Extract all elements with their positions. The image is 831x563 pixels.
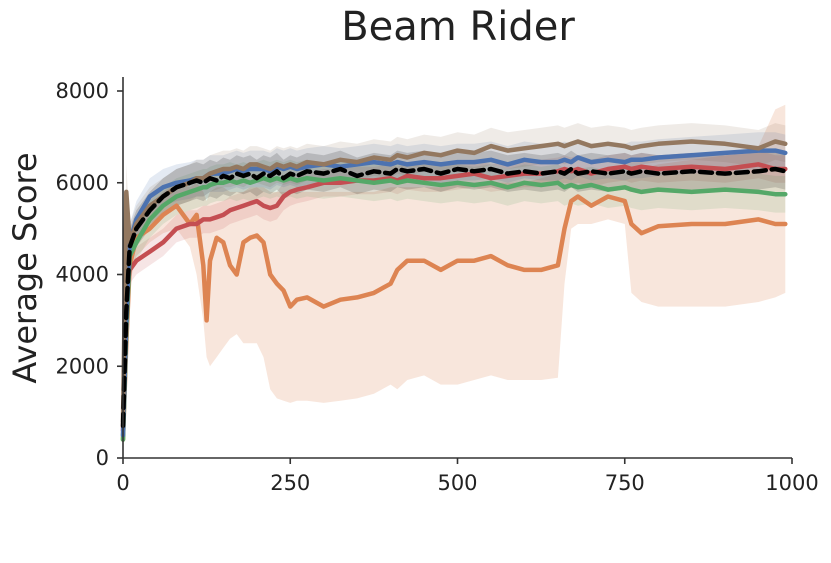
y-axis-ticks: 0 2000 4000 6000 8000 — [56, 79, 123, 470]
series-line-3 — [120, 175, 788, 442]
series-line-2 — [120, 162, 788, 433]
x-tick-label: 0 — [116, 471, 129, 495]
x-tick-label: 1000 — [765, 471, 818, 495]
series-line-1 — [120, 194, 788, 442]
x-tick-label: 250 — [270, 471, 310, 495]
series-line-6 — [120, 166, 788, 429]
series-band-2 — [123, 150, 786, 440]
y-tick-label: 6000 — [56, 171, 109, 195]
x-tick-label: 500 — [437, 471, 477, 495]
y-tick-label: 2000 — [56, 354, 109, 378]
y-tick-label: 4000 — [56, 263, 109, 287]
y-axis-label: Average Score — [6, 152, 44, 383]
chart-title: Beam Rider — [341, 4, 575, 50]
y-tick-label: 0 — [96, 446, 109, 470]
series-band-4 — [123, 132, 786, 440]
series-line-5 — [120, 139, 788, 424]
y-tick-label: 8000 — [56, 79, 109, 103]
x-tick-label: 750 — [605, 471, 645, 495]
series-lines — [120, 139, 788, 442]
x-axis-ticks: 0 250 500 750 1000 — [116, 458, 819, 495]
